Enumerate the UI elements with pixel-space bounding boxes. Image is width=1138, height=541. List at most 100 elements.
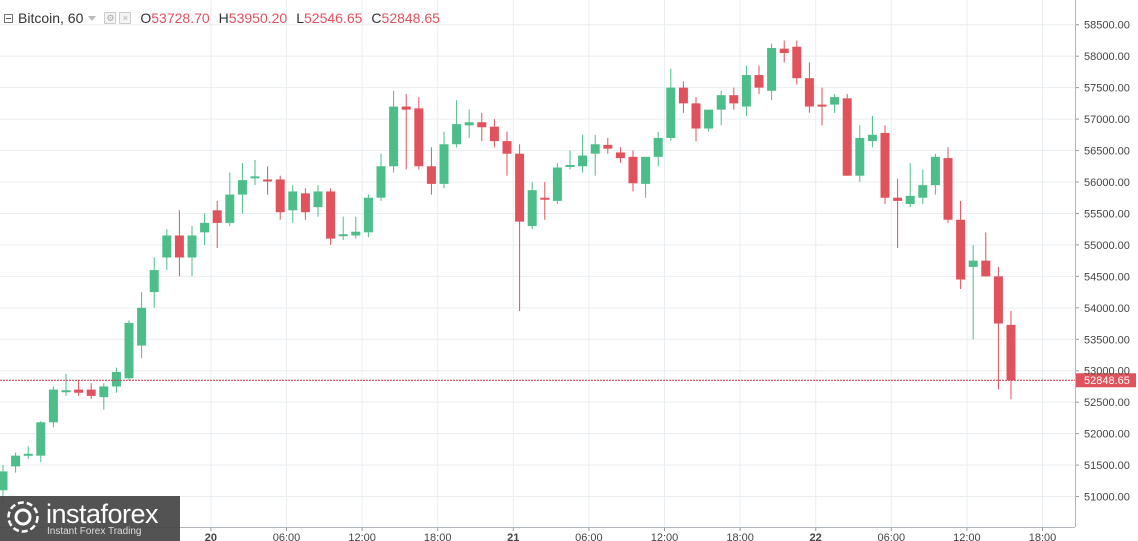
- x-tick-label: 18:00: [1029, 532, 1057, 541]
- open-key: O: [140, 10, 152, 26]
- candle: [792, 40, 802, 85]
- candle: [414, 97, 424, 170]
- candle-body: [1006, 324, 1016, 381]
- candle-body: [754, 75, 764, 88]
- y-tick-label: 58000.00: [1084, 51, 1130, 63]
- candle-body: [477, 122, 487, 128]
- collapse-icon[interactable]: [4, 13, 13, 23]
- candle: [830, 93, 840, 113]
- candle: [729, 87, 739, 110]
- candle: [452, 100, 462, 148]
- candle: [174, 210, 184, 277]
- candle-body: [300, 193, 310, 213]
- candle-body: [981, 260, 991, 277]
- candle-body: [313, 191, 323, 208]
- candle: [489, 119, 499, 148]
- candle: [641, 156, 651, 198]
- candle: [956, 200, 966, 289]
- candle: [477, 112, 487, 142]
- candle-body: [225, 194, 235, 223]
- y-tick-label: 56000.00: [1084, 177, 1130, 189]
- candle-body: [187, 235, 197, 258]
- candle: [590, 134, 600, 176]
- candle: [212, 200, 222, 249]
- candle-body: [48, 389, 58, 423]
- candle-body: [452, 124, 462, 145]
- candle-body: [603, 144, 613, 149]
- settings-icon[interactable]: ⚙: [104, 12, 117, 24]
- candle-body: [439, 144, 449, 184]
- candle: [628, 150, 638, 192]
- candle: [48, 386, 58, 428]
- candle: [653, 131, 663, 167]
- y-tick-label: 52500.00: [1084, 397, 1130, 409]
- candle-body: [653, 137, 663, 157]
- candle: [464, 109, 474, 138]
- instaforex-logo: instaforex Instant Forex Trading: [0, 496, 180, 541]
- open-value: 53728.70: [151, 10, 210, 26]
- candle: [149, 257, 159, 308]
- candle: [993, 266, 1003, 390]
- candle-body: [275, 179, 285, 213]
- candle: [968, 244, 978, 340]
- candle: [351, 216, 361, 239]
- candle-body: [174, 235, 184, 258]
- candle: [603, 137, 613, 154]
- high-value: 53950.20: [228, 10, 288, 26]
- close-key: C: [371, 10, 382, 26]
- candle-body: [527, 190, 537, 227]
- candle-body: [389, 106, 399, 167]
- candle: [263, 166, 273, 195]
- candle: [250, 159, 260, 186]
- candle-body: [792, 46, 802, 79]
- candle-body: [338, 234, 348, 237]
- candle-body: [691, 103, 701, 129]
- candle-body: [905, 195, 915, 205]
- x-tick-label: 06:00: [878, 532, 906, 541]
- candle: [691, 97, 701, 142]
- candle: [817, 87, 827, 126]
- candle: [842, 93, 852, 176]
- close-icon[interactable]: ×: [119, 12, 132, 24]
- x-tick-label: 12:00: [651, 532, 679, 541]
- instaforex-logo-icon: [7, 501, 39, 533]
- candle-body: [401, 106, 411, 110]
- chevron-down-icon[interactable]: [88, 15, 97, 21]
- candle-body: [137, 307, 147, 346]
- candle-body: [804, 78, 814, 107]
- candle: [23, 446, 33, 459]
- symbol-label[interactable]: Bitcoin, 60: [18, 10, 84, 26]
- candle: [326, 188, 336, 245]
- candle-body: [666, 87, 676, 138]
- candle: [1006, 310, 1016, 400]
- candle-body: [968, 260, 978, 267]
- candle-body: [200, 222, 210, 233]
- candle: [99, 383, 109, 410]
- low-value: 52546.65: [304, 10, 363, 26]
- candle: [804, 62, 814, 113]
- y-tick-label: 51000.00: [1084, 492, 1130, 504]
- candles: [0, 40, 1016, 503]
- candle-body: [237, 180, 247, 195]
- close-value: 52848.65: [381, 10, 440, 26]
- candle: [754, 65, 764, 94]
- candle: [426, 147, 436, 195]
- candle: [502, 131, 512, 176]
- x-tick-label: 21: [507, 532, 519, 541]
- candle: [515, 144, 525, 311]
- candle-body: [943, 158, 953, 220]
- candle: [930, 153, 940, 195]
- candle-body: [741, 75, 751, 107]
- candle: [36, 421, 46, 462]
- candle-body: [489, 126, 499, 142]
- x-tick-label: 20: [205, 532, 217, 541]
- y-tick-label: 55500.00: [1084, 208, 1130, 220]
- x-tick-label: 12:00: [953, 532, 981, 541]
- last-price-label-bg: [1076, 373, 1136, 388]
- candle: [111, 367, 121, 393]
- candle-body: [212, 210, 222, 223]
- y-tick-label: 51500.00: [1084, 460, 1130, 472]
- x-tick-label: 06:00: [273, 532, 301, 541]
- candle-body: [578, 155, 588, 167]
